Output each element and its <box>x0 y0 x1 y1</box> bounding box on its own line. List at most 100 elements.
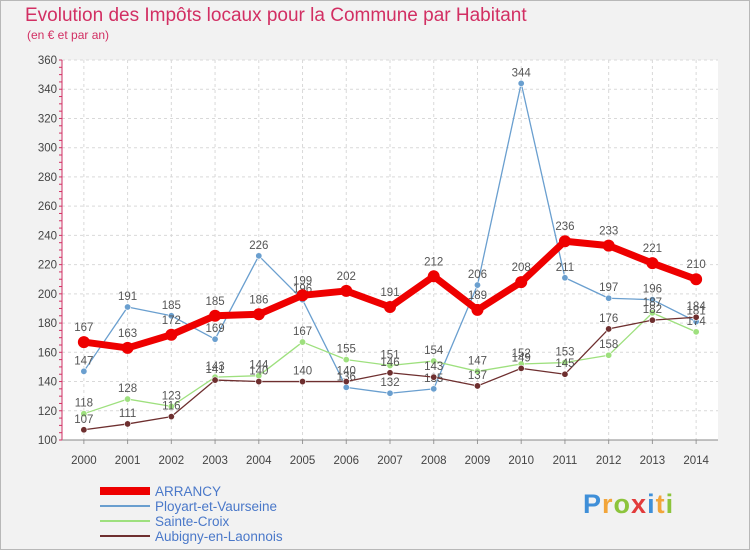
data-label-ployart-et-vaurseine-2004: 226 <box>249 240 268 252</box>
data-label-aubigny-en-laonnois-2001: 111 <box>119 408 136 420</box>
point-arrancy-2013 <box>646 257 659 270</box>
data-label-sainte-croix-2013: 187 <box>643 297 662 309</box>
data-label-aubigny-en-laonnois-2012: 176 <box>599 313 618 325</box>
data-label-aubigny-en-laonnois-2003: 141 <box>205 364 224 376</box>
logo-letter: i <box>647 489 656 519</box>
data-label-arrancy-2013: 221 <box>643 243 662 255</box>
data-label-sainte-croix-2012: 158 <box>599 339 618 351</box>
proxiti-logo: Proxiti <box>583 489 674 520</box>
y-tick-label-180: 180 <box>38 318 57 330</box>
data-label-arrancy-2003: 185 <box>205 296 224 308</box>
data-label-ployart-et-vaurseine-2009: 206 <box>468 269 487 281</box>
point-sainte-croix-2008 <box>430 357 438 365</box>
data-label-ployart-et-vaurseine-2001: 191 <box>118 291 137 303</box>
x-tick-label-2011: 2011 <box>553 455 578 467</box>
x-tick-label-2005: 2005 <box>290 455 316 467</box>
y-tick-label-100: 100 <box>38 435 57 447</box>
point-sainte-croix-2001 <box>124 395 132 403</box>
point-ployart-et-vaurseine-2012 <box>605 294 613 302</box>
data-label-aubigny-en-laonnois-2010: 149 <box>512 352 531 364</box>
data-label-sainte-croix-2000: 118 <box>75 398 93 410</box>
y-tick-label-300: 300 <box>38 143 57 155</box>
data-label-aubigny-en-laonnois-2000: 107 <box>74 414 93 426</box>
x-tick-label-2014: 2014 <box>683 455 709 467</box>
point-arrancy-2000 <box>77 336 90 349</box>
x-tick-label-2008: 2008 <box>421 455 447 467</box>
point-arrancy-2010 <box>515 276 528 289</box>
x-tick-label-2013: 2013 <box>640 455 666 467</box>
data-label-arrancy-2007: 191 <box>380 287 399 299</box>
point-arrancy-2007 <box>384 301 396 313</box>
point-ployart-et-vaurseine-2003 <box>211 335 219 343</box>
point-sainte-croix-2013 <box>648 309 656 317</box>
data-label-arrancy-2004: 186 <box>249 294 268 306</box>
legend-swatch <box>100 535 150 537</box>
point-arrancy-2004 <box>252 308 265 321</box>
point-aubigny-en-laonnois-2005 <box>299 378 307 386</box>
data-label-sainte-croix-2005: 167 <box>293 326 312 338</box>
y-tick-label-320: 320 <box>38 113 57 125</box>
legend-label: Ployart-et-Vaurseine <box>155 499 278 514</box>
data-label-ployart-et-vaurseine-2014: 181 <box>687 306 706 318</box>
data-label-sainte-croix-2007: 151 <box>380 349 399 361</box>
point-ployart-et-vaurseine-2000 <box>80 367 88 375</box>
point-ployart-et-vaurseine-2010 <box>517 79 525 87</box>
data-label-arrancy-2011: 236 <box>555 221 574 233</box>
point-ployart-et-vaurseine-2001 <box>124 303 132 311</box>
point-aubigny-en-laonnois-2006 <box>342 378 350 386</box>
data-label-sainte-croix-2011: 153 <box>555 347 574 359</box>
x-tick-label-2002: 2002 <box>159 455 185 467</box>
data-label-sainte-croix-2010: 152 <box>512 348 531 360</box>
chart-subtitle: (en € et par an) <box>27 28 110 42</box>
data-label-arrancy-2002: 172 <box>162 315 181 327</box>
data-label-aubigny-en-laonnois-2007: 146 <box>380 357 399 369</box>
data-label-arrancy-2009: 189 <box>468 290 487 302</box>
chart-title: Evolution des Impôts locaux pour la Comm… <box>25 5 527 26</box>
logo-letter: i <box>665 489 675 519</box>
point-ployart-et-vaurseine-2004 <box>255 252 263 260</box>
point-aubigny-en-laonnois-2001 <box>124 420 132 428</box>
data-label-ployart-et-vaurseine-2000: 147 <box>74 355 93 367</box>
data-label-arrancy-2001: 163 <box>118 328 137 340</box>
logo-letter: t <box>655 489 666 519</box>
legend-swatch <box>100 487 150 495</box>
point-aubigny-en-laonnois-2014 <box>692 313 700 321</box>
data-label-ployart-et-vaurseine-2002: 185 <box>162 300 181 312</box>
point-sainte-croix-2000 <box>80 410 88 418</box>
y-tick-label-340: 340 <box>38 84 57 96</box>
data-label-ployart-et-vaurseine-2003: 169 <box>205 323 224 335</box>
y-tick-label-120: 120 <box>38 406 57 418</box>
point-arrancy-2008 <box>427 270 440 283</box>
data-label-ployart-et-vaurseine-2013: 196 <box>643 284 662 296</box>
data-label-sainte-croix-2009: 147 <box>468 355 487 367</box>
point-aubigny-en-laonnois-2004 <box>255 378 263 386</box>
x-tick-label-2001: 2001 <box>115 455 141 467</box>
point-sainte-croix-2006 <box>342 356 350 364</box>
data-label-arrancy-2010: 208 <box>512 262 531 274</box>
data-label-ployart-et-vaurseine-2012: 197 <box>599 282 618 294</box>
data-label-aubigny-en-laonnois-2009: 137 <box>468 370 487 382</box>
point-arrancy-2014 <box>690 273 703 286</box>
legend-swatch <box>100 520 150 522</box>
x-tick-label-2009: 2009 <box>465 455 491 467</box>
point-arrancy-2003 <box>209 309 222 322</box>
y-tick-label-280: 280 <box>38 172 57 184</box>
x-tick-label-2000: 2000 <box>71 455 97 467</box>
point-arrancy-2006 <box>340 284 353 297</box>
data-label-ployart-et-vaurseine-2011: 211 <box>556 262 574 274</box>
point-aubigny-en-laonnois-2008 <box>430 373 438 381</box>
point-aubigny-en-laonnois-2007 <box>386 369 394 377</box>
data-label-sainte-croix-2006: 155 <box>337 344 356 356</box>
x-tick-label-2007: 2007 <box>377 455 403 467</box>
point-arrancy-2009 <box>471 303 484 316</box>
data-label-aubigny-en-laonnois-2002: 116 <box>162 401 180 413</box>
data-label-aubigny-en-laonnois-2006: 140 <box>337 366 356 378</box>
point-ployart-et-vaurseine-2008 <box>430 385 438 393</box>
data-label-aubigny-en-laonnois-2011: 145 <box>555 358 574 370</box>
data-label-ployart-et-vaurseine-2007: 132 <box>380 377 399 389</box>
data-label-aubigny-en-laonnois-2004: 140 <box>249 366 268 378</box>
point-ployart-et-vaurseine-2013 <box>648 296 656 304</box>
data-label-sainte-croix-2003: 143 <box>205 361 224 373</box>
x-tick-label-2003: 2003 <box>202 455 228 467</box>
data-label-aubigny-en-laonnois-2013: 182 <box>643 304 662 316</box>
